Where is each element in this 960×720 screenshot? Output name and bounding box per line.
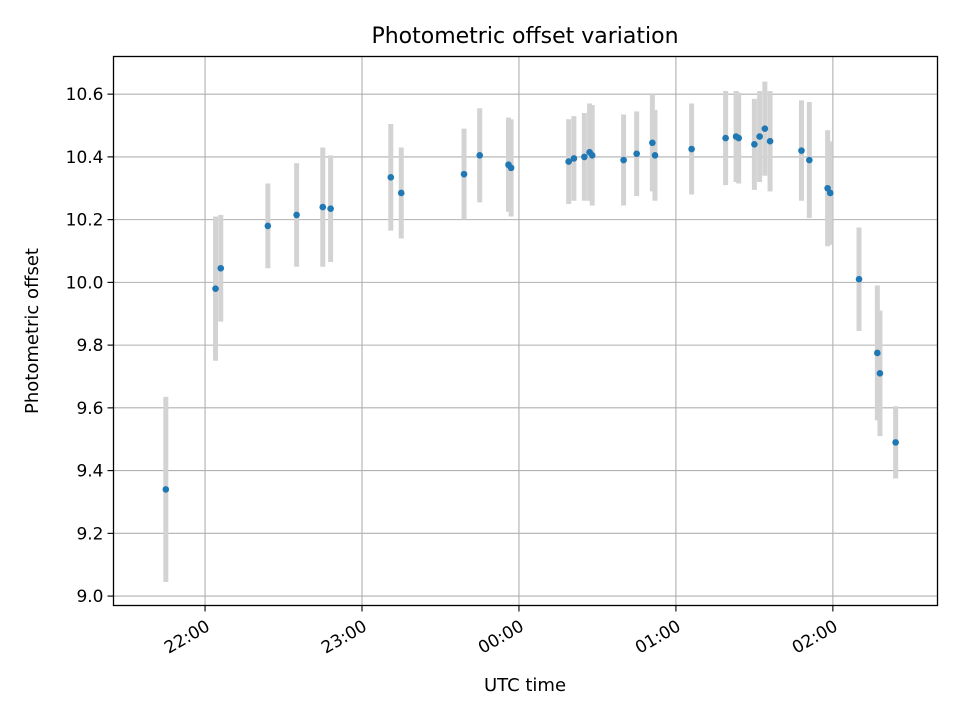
data-point: [855, 275, 863, 283]
data-point: [319, 203, 327, 211]
data-point: [620, 156, 627, 164]
data-point: [806, 156, 813, 164]
data-point: [217, 264, 225, 272]
data-point: [397, 189, 405, 197]
data-point: [751, 141, 758, 148]
data-point: [476, 152, 484, 159]
data-point: [722, 134, 729, 142]
data-point: [565, 158, 572, 165]
data-point: [570, 155, 578, 162]
y-tick-label: 9.2: [76, 524, 103, 544]
y-tick-label: 9.0: [76, 587, 103, 607]
data-point: [264, 222, 272, 230]
y-tick-label: 10.2: [66, 211, 104, 231]
data-point: [212, 285, 219, 292]
data-point: [735, 134, 742, 142]
data-point: [460, 170, 468, 178]
data-point: [162, 486, 170, 493]
data-point: [387, 173, 395, 181]
y-tick-label: 10.0: [66, 273, 104, 293]
y-tick-label: 9.6: [76, 399, 103, 419]
data-point: [588, 152, 596, 159]
data-point: [826, 189, 834, 197]
data-point: [766, 137, 774, 145]
data-point: [761, 125, 769, 132]
plot-frame: [112, 55, 939, 607]
y-axis-ticks: 9.0 9.2 9.4 9.6 9.8 10.0 10.2 10.4 10.6: [66, 85, 114, 607]
y-axis-label: Photometric offset: [22, 248, 43, 414]
data-point: [649, 139, 656, 147]
data-point: [798, 147, 805, 154]
data-point: [651, 152, 659, 159]
x-axis-label: UTC time: [484, 675, 566, 696]
data-point: [293, 211, 300, 219]
data-point: [327, 205, 334, 212]
data-point: [892, 439, 899, 446]
data-point: [756, 133, 763, 140]
data-point: [688, 145, 695, 153]
data-point: [633, 150, 640, 158]
data-point: [507, 164, 515, 172]
data-point: [876, 370, 884, 377]
data-point: [874, 349, 881, 357]
y-tick-label: 9.4: [76, 462, 103, 482]
y-tick-label: 10.6: [66, 85, 104, 105]
y-tick-label: 9.8: [76, 336, 103, 356]
grid: [113, 56, 938, 606]
chart-title: Photometric offset variation: [371, 24, 678, 49]
y-tick-label: 10.4: [66, 148, 104, 168]
data-point: [581, 153, 588, 161]
data-points: [162, 125, 899, 493]
